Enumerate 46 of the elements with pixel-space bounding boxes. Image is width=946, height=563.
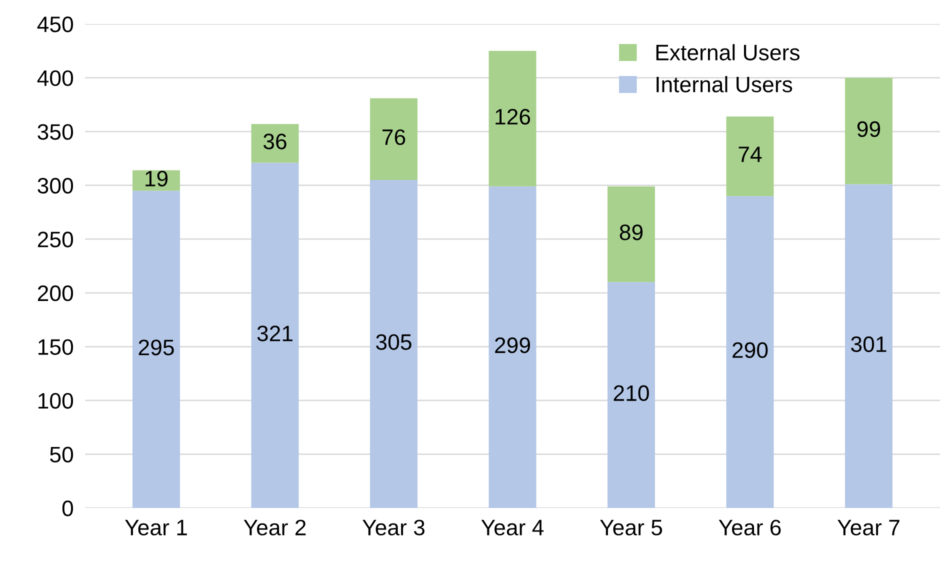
bar: [726, 196, 774, 508]
data-label: 290: [732, 342, 768, 358]
y-tick-label: 400: [37, 70, 74, 86]
bar: [370, 180, 418, 508]
data-label: 299: [495, 337, 530, 354]
x-tick-label: Year 1: [125, 520, 187, 536]
x-tick-label: Year 4: [481, 520, 544, 536]
bar: [488, 186, 536, 508]
data-label: 36: [263, 134, 286, 150]
bar: [608, 282, 655, 508]
data-label: 126: [496, 108, 530, 125]
x-tick-label: Year 6: [718, 520, 781, 536]
data-label: 76: [382, 129, 406, 146]
data-label: 99: [857, 121, 880, 137]
bar: [488, 50, 536, 186]
y-tick-label: 50: [50, 446, 74, 462]
legend-label: External Users: [656, 44, 800, 60]
bar: [845, 184, 892, 508]
legend-label: Internal Users: [656, 76, 792, 92]
data-label: 295: [138, 340, 174, 356]
y-tick-label: 100: [38, 392, 74, 409]
bar: [370, 98, 418, 180]
bar: [251, 162, 299, 508]
data-label: 210: [614, 385, 649, 402]
y-tick-label: 450: [37, 16, 74, 32]
bar: [845, 78, 892, 184]
y-tick-label: 200: [38, 285, 74, 302]
x-tick-label: Year 5: [600, 520, 662, 536]
data-label: 19: [146, 170, 168, 186]
bar: [251, 124, 299, 163]
data-label: 301: [851, 336, 886, 352]
bar: [608, 186, 655, 282]
data-label: 321: [257, 326, 292, 342]
y-tick-label: 150: [38, 339, 74, 355]
bar: [726, 116, 774, 196]
y-tick-label: 0: [62, 500, 74, 516]
y-tick-label: 250: [38, 232, 74, 248]
x-tick-label: Year 7: [838, 520, 900, 536]
data-label: 74: [738, 146, 762, 162]
y-tick-label: 300: [38, 178, 74, 194]
data-label: 89: [620, 224, 643, 240]
data-label: 305: [376, 334, 412, 350]
bar: [132, 190, 180, 508]
y-tick-label: 350: [38, 124, 74, 140]
x-tick-label: Year 2: [244, 520, 306, 536]
x-tick-label: Year 3: [362, 520, 424, 536]
